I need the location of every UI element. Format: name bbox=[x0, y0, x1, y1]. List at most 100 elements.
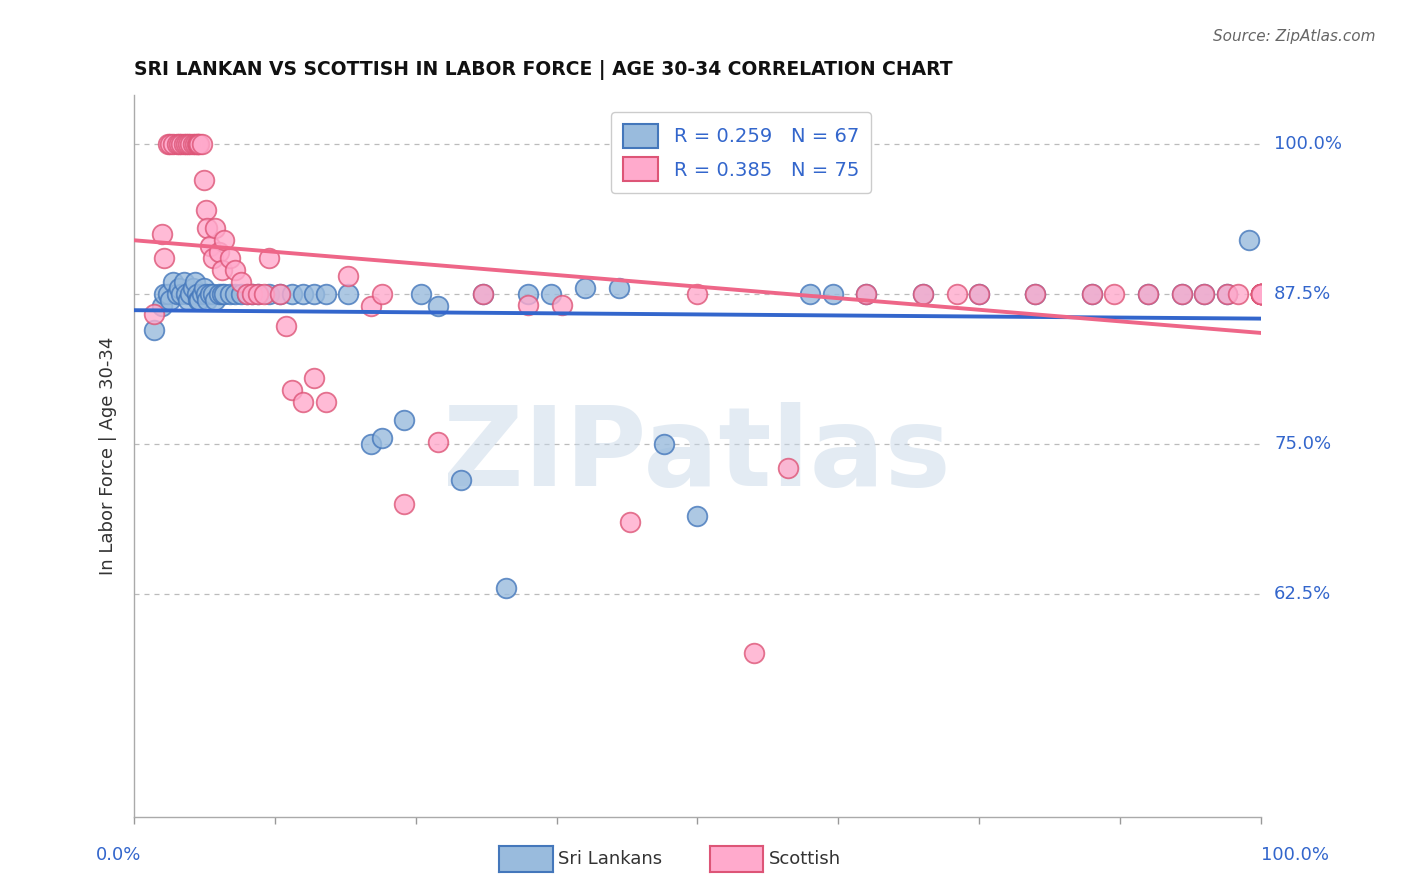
Point bbox=[281, 383, 304, 397]
Point bbox=[1024, 286, 1046, 301]
Text: Scottish: Scottish bbox=[769, 850, 841, 868]
Point bbox=[229, 286, 252, 301]
Point bbox=[174, 286, 197, 301]
Text: SRI LANKAN VS SCOTTISH IN LABOR FORCE | AGE 30-34 CORRELATION CHART: SRI LANKAN VS SCOTTISH IN LABOR FORCE | … bbox=[134, 60, 953, 79]
Point bbox=[1250, 286, 1272, 301]
Point bbox=[195, 220, 218, 235]
Point bbox=[162, 136, 184, 151]
Legend: R = 0.259   N = 67, R = 0.385   N = 75: R = 0.259 N = 67, R = 0.385 N = 75 bbox=[612, 112, 870, 193]
Point bbox=[1137, 286, 1160, 301]
Point bbox=[184, 136, 207, 151]
Point bbox=[204, 220, 226, 235]
Point bbox=[235, 286, 257, 301]
Point bbox=[1080, 286, 1102, 301]
Point bbox=[193, 172, 215, 186]
Point bbox=[945, 286, 967, 301]
Point bbox=[1250, 286, 1272, 301]
Point bbox=[212, 233, 235, 247]
Point bbox=[517, 286, 540, 301]
Point bbox=[1171, 286, 1194, 301]
Point bbox=[821, 286, 844, 301]
Point bbox=[198, 286, 221, 301]
Point bbox=[156, 136, 179, 151]
Point bbox=[187, 293, 209, 307]
Point bbox=[1250, 286, 1272, 301]
Point bbox=[1194, 286, 1216, 301]
Point bbox=[911, 286, 934, 301]
Point bbox=[1080, 286, 1102, 301]
Text: 100.0%: 100.0% bbox=[1274, 135, 1343, 153]
Point bbox=[652, 437, 675, 451]
Point bbox=[574, 281, 596, 295]
Point bbox=[281, 286, 304, 301]
Point bbox=[143, 307, 166, 321]
Point bbox=[167, 136, 190, 151]
Point bbox=[269, 286, 291, 301]
Point bbox=[360, 299, 382, 313]
Y-axis label: In Labor Force | Age 30-34: In Labor Force | Age 30-34 bbox=[100, 337, 117, 575]
Point bbox=[394, 413, 416, 427]
Point bbox=[1250, 286, 1272, 301]
Point bbox=[201, 251, 224, 265]
Point bbox=[201, 286, 224, 301]
Point bbox=[607, 281, 630, 295]
Point bbox=[495, 581, 517, 595]
Point bbox=[257, 286, 280, 301]
Point bbox=[1024, 286, 1046, 301]
Point bbox=[337, 268, 360, 283]
Point bbox=[619, 515, 641, 529]
Point bbox=[304, 286, 326, 301]
Point bbox=[188, 136, 211, 151]
Point bbox=[292, 395, 315, 409]
Point bbox=[211, 262, 233, 277]
Point bbox=[156, 286, 179, 301]
Point bbox=[159, 293, 181, 307]
Point bbox=[240, 286, 263, 301]
Point bbox=[204, 293, 226, 307]
Point bbox=[181, 281, 204, 295]
Point bbox=[855, 286, 877, 301]
Point bbox=[150, 227, 173, 241]
Point bbox=[360, 437, 382, 451]
Point bbox=[776, 461, 799, 475]
Point bbox=[1216, 286, 1239, 301]
Text: Source: ZipAtlas.com: Source: ZipAtlas.com bbox=[1212, 29, 1375, 45]
Point bbox=[472, 286, 495, 301]
Point bbox=[686, 509, 709, 524]
Point bbox=[195, 202, 218, 217]
Point bbox=[150, 299, 173, 313]
Point bbox=[394, 497, 416, 511]
Point bbox=[166, 286, 188, 301]
Point bbox=[269, 286, 291, 301]
Point bbox=[179, 286, 201, 301]
Point bbox=[411, 286, 433, 301]
Point bbox=[315, 286, 337, 301]
Point bbox=[143, 323, 166, 337]
Point bbox=[173, 275, 195, 289]
Text: ZIPatlas: ZIPatlas bbox=[443, 402, 952, 509]
Point bbox=[153, 251, 176, 265]
Point bbox=[224, 286, 246, 301]
Point bbox=[742, 646, 765, 660]
Point bbox=[177, 293, 200, 307]
Point bbox=[162, 275, 184, 289]
Point bbox=[235, 286, 257, 301]
Point bbox=[1250, 286, 1272, 301]
Point bbox=[1239, 233, 1261, 247]
Point bbox=[371, 286, 394, 301]
Point bbox=[551, 297, 574, 311]
Point bbox=[472, 286, 495, 301]
Point bbox=[257, 251, 280, 265]
Point bbox=[517, 297, 540, 311]
Text: 0.0%: 0.0% bbox=[96, 846, 141, 863]
Text: 62.5%: 62.5% bbox=[1274, 585, 1331, 603]
Point bbox=[1227, 286, 1250, 301]
Point bbox=[153, 286, 176, 301]
Point bbox=[187, 136, 209, 151]
Point bbox=[229, 275, 252, 289]
Text: 87.5%: 87.5% bbox=[1274, 285, 1331, 302]
Point bbox=[190, 286, 212, 301]
Point bbox=[911, 286, 934, 301]
Point bbox=[240, 286, 263, 301]
Point bbox=[190, 136, 212, 151]
